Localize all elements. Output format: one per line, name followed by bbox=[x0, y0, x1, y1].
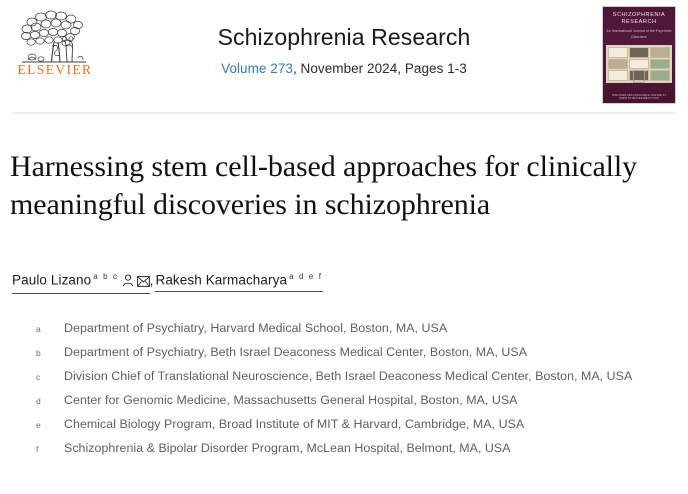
cover-footer-text: ISSN 0920-9964 AVAILABLE ONLINE AT WWW.S… bbox=[611, 94, 667, 100]
author-affiliation-marks: a d e f bbox=[289, 272, 323, 281]
affiliation-marker: e bbox=[36, 420, 41, 430]
cover-figure-grid bbox=[608, 47, 670, 81]
author-entry-2[interactable]: Rakesh Karmacharya a d e f bbox=[155, 272, 323, 292]
author-profile-icon[interactable] bbox=[122, 274, 134, 290]
cover-title-line1: SCHIZOPHRENIA bbox=[612, 12, 666, 18]
journal-title: Schizophrenia Research bbox=[217, 24, 471, 50]
cover-figure-cell bbox=[650, 70, 670, 81]
affiliation-list: a Department of Psychiatry, Harvard Medi… bbox=[36, 318, 676, 462]
author-affiliation-marks: a b c bbox=[93, 272, 119, 281]
affiliation-row: f Schizophrenia & Bipolar Disorder Progr… bbox=[36, 438, 676, 460]
cover-figure-cell bbox=[629, 58, 649, 70]
affiliation-text: Department of Psychiatry, Beth Israel De… bbox=[64, 345, 528, 359]
affiliation-text: Division Chief of Translational Neurosci… bbox=[64, 369, 633, 383]
header-divider bbox=[12, 112, 676, 114]
cover-figure-cell bbox=[629, 47, 649, 58]
affiliation-text: Department of Psychiatry, Harvard Medica… bbox=[64, 321, 448, 335]
cover-title-line2: RESEARCH bbox=[621, 18, 657, 25]
correspondence-envelope-icon[interactable] bbox=[136, 275, 150, 290]
affiliation-row: c Division Chief of Translational Neuros… bbox=[36, 366, 676, 388]
cover-publisher-mark-icon bbox=[633, 70, 645, 83]
cover-figure-cell bbox=[650, 47, 670, 58]
affiliation-marker: c bbox=[36, 372, 41, 382]
journal-issue-meta: Volume 273, November 2024, Pages 1-3 bbox=[0, 61, 688, 76]
journal-header-block: Schizophrenia Research Volume 273, Novem… bbox=[0, 24, 688, 76]
author-entry-1[interactable]: Paulo Lizano a b c bbox=[12, 272, 150, 294]
elsevier-tree-icon[interactable] bbox=[12, 8, 98, 90]
affiliation-row: b Department of Psychiatry, Beth Israel … bbox=[36, 342, 676, 364]
affiliation-text: Chemical Biology Program, Broad Institut… bbox=[64, 417, 525, 431]
author-list: Paulo Lizano a b c , Rakesh Karmacharya a … bbox=[12, 272, 323, 294]
volume-link[interactable]: Volume 273 bbox=[221, 60, 293, 76]
cover-figure-cell bbox=[650, 58, 670, 70]
issue-date-pages: , November 2024, Pages 1-3 bbox=[292, 60, 467, 76]
affiliation-text: Schizophrenia & Bipolar Disorder Program… bbox=[64, 441, 511, 455]
affiliation-row: e Chemical Biology Program, Broad Instit… bbox=[36, 414, 676, 436]
page-title: Harnessing stem cell-based approaches fo… bbox=[10, 150, 638, 222]
author-name[interactable]: Paulo Lizano bbox=[12, 272, 92, 288]
cover-title-band: SCHIZOPHRENIA RESEARCH An International … bbox=[606, 9, 672, 49]
affiliation-marker: b bbox=[36, 348, 41, 358]
elsevier-wordmark[interactable]: ELSEVIER bbox=[17, 62, 93, 77]
journal-cover-image[interactable]: SCHIZOPHRENIA RESEARCH An International … bbox=[602, 6, 676, 104]
cover-subtitle: An International Journal of the Psychoti… bbox=[606, 28, 672, 40]
affiliation-row: d Center for Genomic Medicine, Massachus… bbox=[36, 390, 676, 412]
journal-cover-artwork: SCHIZOPHRENIA RESEARCH An International … bbox=[603, 7, 675, 103]
affiliation-marker: d bbox=[36, 396, 41, 406]
affiliation-text: Center for Genomic Medicine, Massachuset… bbox=[64, 393, 518, 407]
cover-figure-cell bbox=[608, 70, 628, 81]
author-separator: , bbox=[149, 272, 154, 288]
cover-figure-cell bbox=[608, 47, 628, 58]
affiliation-marker: f bbox=[36, 444, 39, 454]
page-header: ELSEVIER Schizophrenia Research Volume 2… bbox=[0, 0, 688, 114]
cover-figure-panel bbox=[606, 45, 672, 83]
affiliation-row: a Department of Psychiatry, Harvard Medi… bbox=[36, 318, 676, 340]
affiliation-marker: a bbox=[36, 324, 41, 334]
author-name[interactable]: Rakesh Karmacharya bbox=[155, 272, 288, 288]
cover-figure-cell bbox=[608, 58, 628, 70]
